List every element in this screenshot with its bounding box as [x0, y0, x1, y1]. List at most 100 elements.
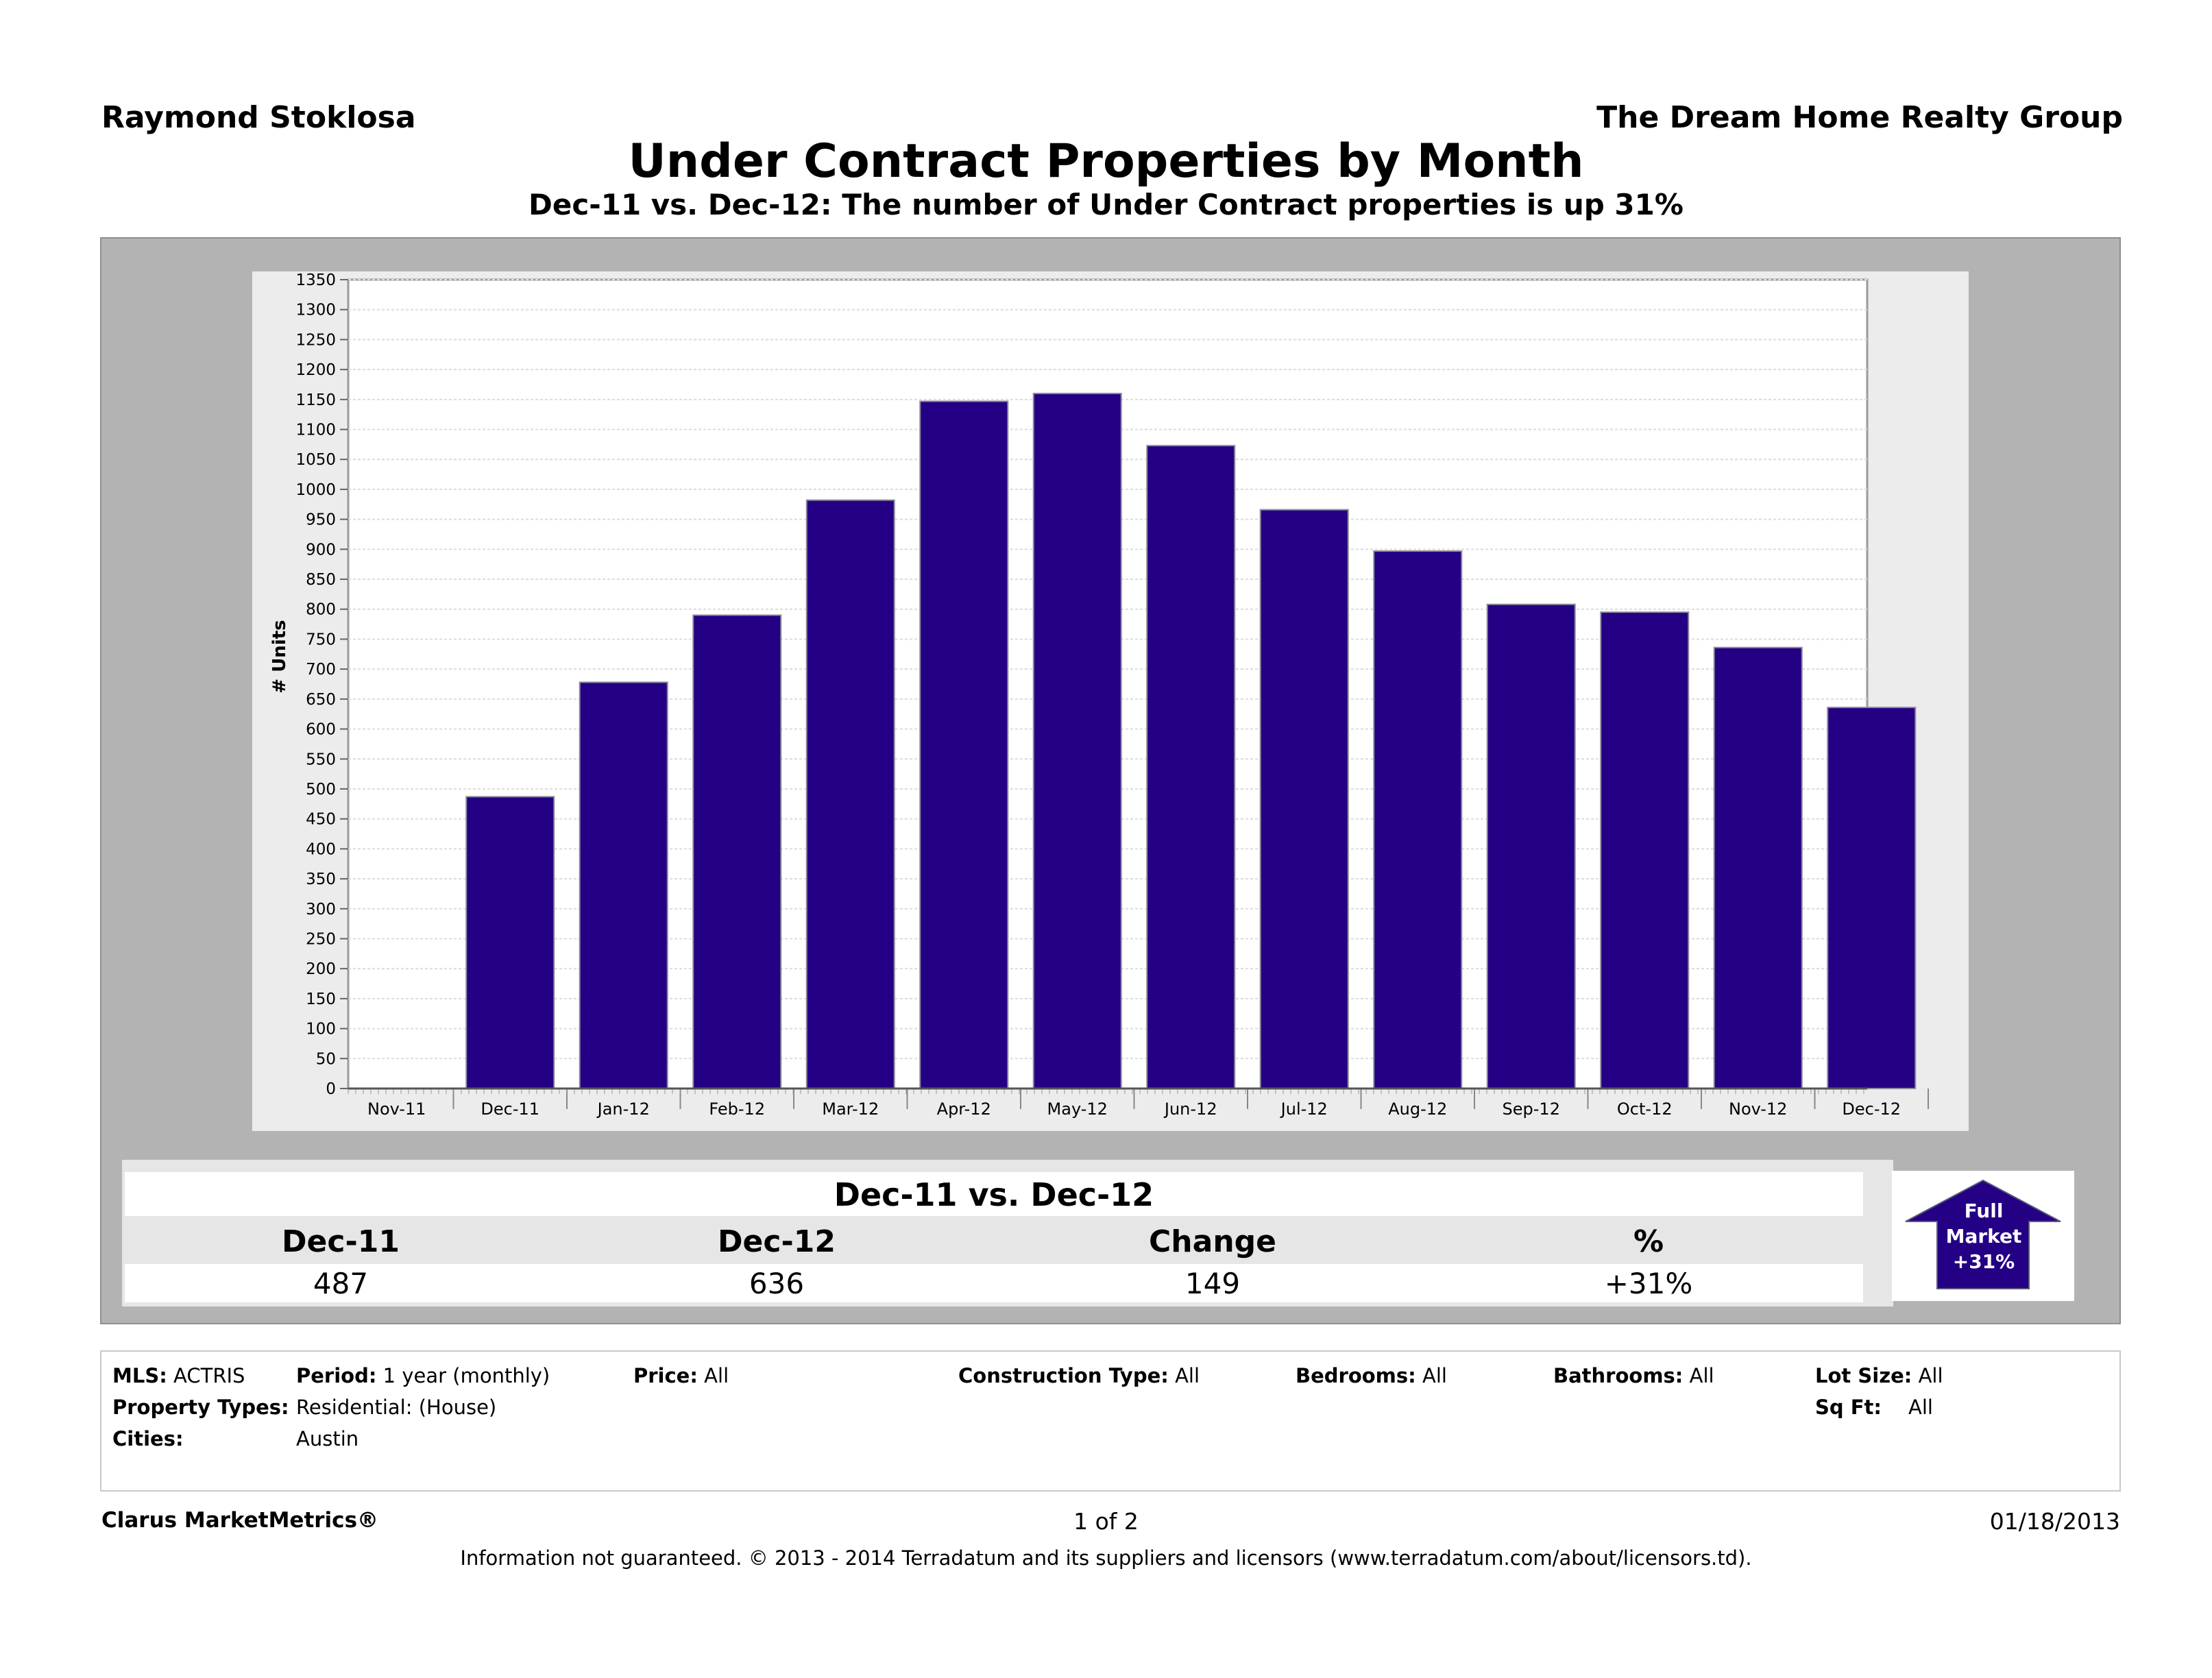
summary-col-label-dec12: Dec-12 [718, 1224, 836, 1259]
y-tick-label: 1100 [295, 422, 336, 439]
x-tick-label: Jun-12 [1163, 1099, 1217, 1119]
x-tick-label: Feb-12 [709, 1099, 765, 1119]
y-tick-label: 500 [306, 781, 336, 799]
price-field: Price: All [633, 1364, 729, 1387]
summary-title-row [125, 1172, 1863, 1216]
y-tick-label: 1200 [295, 361, 336, 379]
badge-line-2: Market [1945, 1225, 2022, 1248]
bar-mar-12 [805, 499, 895, 1090]
lotsize-field: Lot Size: All [1815, 1364, 1943, 1387]
y-tick-label: 400 [306, 840, 336, 858]
construction-label: Construction Type: [958, 1364, 1169, 1387]
mls-value: ACTRIS [173, 1364, 245, 1387]
y-tick-label: 250 [306, 930, 336, 948]
page-number: 1 of 2 [1073, 1508, 1139, 1535]
report-date: 01/18/2013 [1989, 1508, 2120, 1535]
summary-value-percent: +31% [1604, 1267, 1693, 1300]
y-tick-label: 1300 [295, 302, 336, 319]
y-tick-label: 750 [306, 631, 336, 648]
cities-label: Cities: [112, 1427, 184, 1450]
period-field: Period: 1 year (monthly) [296, 1364, 550, 1387]
bar-oct-12 [1600, 611, 1690, 1090]
bar-chart: 0 50 100 150 200 250 300 350 400 450 500 550 600 650 7… [269, 271, 1929, 1119]
x-tick-label: Jul-12 [1280, 1099, 1328, 1119]
x-tick-label: Jan-12 [596, 1099, 650, 1119]
bar-may-12 [1032, 393, 1122, 1089]
cities-value: Austin [296, 1427, 359, 1450]
disclaimer: Information not guaranteed. © 2013 - 201… [460, 1546, 1752, 1570]
period-label: Period: [296, 1364, 377, 1387]
summary-col-label-change: Change [1149, 1224, 1276, 1259]
footer-brand: Clarus MarketMetrics® [101, 1508, 379, 1533]
x-tick-label: Sep-12 [1503, 1099, 1560, 1119]
summary-col-label-dec11: Dec-11 [282, 1224, 400, 1259]
bar-nov-12 [1713, 646, 1803, 1089]
x-tick-label: Apr-12 [937, 1099, 991, 1119]
lotsize-value: All [1918, 1364, 1943, 1387]
summary-value-dec12: 636 [749, 1267, 805, 1300]
bathrooms-value: All [1689, 1364, 1714, 1387]
y-tick-label: 1000 [295, 481, 336, 499]
bar-jul-12 [1259, 509, 1349, 1089]
y-tick-label: 350 [306, 871, 336, 888]
sqft-label: Sq Ft: [1815, 1396, 1882, 1419]
price-value: All [704, 1364, 729, 1387]
y-tick-label: 850 [306, 571, 336, 589]
y-tick-label: 150 [306, 990, 336, 1008]
x-tick-label: May-12 [1047, 1099, 1108, 1119]
price-label: Price: [633, 1364, 698, 1387]
bar-dec-11 [465, 796, 555, 1089]
y-tick-label: 50 [316, 1050, 336, 1068]
page-subtitle: Dec-11 vs. Dec-12: The number of Under C… [528, 188, 1684, 221]
bathrooms-label: Bathrooms: [1553, 1364, 1684, 1387]
y-axis-label: # Units [269, 620, 290, 693]
period-value: 1 year (monthly) [382, 1364, 550, 1387]
x-tick-label: Oct-12 [1617, 1099, 1673, 1119]
y-tick-label: 550 [306, 751, 336, 768]
property-types-value: Residential: (House) [296, 1396, 497, 1419]
bedrooms-label: Bedrooms: [1296, 1364, 1416, 1387]
x-tick-label: Mar-12 [822, 1099, 879, 1119]
up-arrow-icon [1905, 1179, 2061, 1289]
y-tick-label: 600 [306, 721, 336, 739]
y-tick-label: 1150 [295, 391, 336, 409]
y-tick-label: 700 [306, 661, 336, 679]
y-tick-label: 300 [306, 901, 336, 919]
y-tick-label: 650 [306, 691, 336, 709]
mls-label: MLS: [112, 1364, 167, 1387]
market-badge [1892, 1171, 2074, 1301]
summary-values-row [125, 1264, 1863, 1302]
summary-col-label-percent: % [1633, 1224, 1664, 1259]
x-tick-label: Dec-11 [481, 1099, 539, 1119]
x-tick-label: Dec-12 [1842, 1099, 1901, 1119]
y-tick-label: 200 [306, 960, 336, 978]
y-tick-label: 450 [306, 811, 336, 829]
sqft-value: All [1908, 1396, 1933, 1419]
bedrooms-field: Bedrooms: All [1296, 1364, 1447, 1387]
mls-field: MLS: ACTRIS [112, 1364, 245, 1387]
badge-line-3: +31% [1952, 1250, 2015, 1273]
y-tick-label: 0 [326, 1080, 336, 1098]
summary-value-change: 149 [1184, 1267, 1241, 1300]
y-tick-label: 1250 [295, 331, 336, 349]
badge-line-1: Full [1964, 1200, 2004, 1222]
bar-aug-12 [1373, 550, 1463, 1089]
company-name: The Dream Home Realty Group [1596, 100, 2123, 135]
construction-field: Construction Type: All [958, 1364, 1200, 1387]
x-tick-label: Nov-11 [367, 1099, 426, 1119]
agent-name: Raymond Stoklosa [101, 100, 416, 135]
y-tick-label: 1050 [295, 451, 336, 469]
property-types-label: Property Types: [112, 1396, 289, 1419]
x-tick-label: Nov-12 [1729, 1099, 1787, 1119]
y-tick-label: 800 [306, 601, 336, 619]
bar-sep-12 [1486, 603, 1576, 1089]
badge-label: Full Market +31% [1908, 1198, 2059, 1274]
summary-value-dec11: 487 [313, 1267, 369, 1300]
summary-title: Dec-11 vs. Dec-12 [834, 1176, 1154, 1213]
criteria-panel [100, 1350, 2121, 1492]
x-tick-label: Aug-12 [1388, 1099, 1447, 1119]
construction-value: All [1175, 1364, 1200, 1387]
bar-feb-12 [692, 614, 782, 1089]
bar-apr-12 [919, 400, 1009, 1090]
page-title: Under Contract Properties by Month [628, 134, 1584, 189]
